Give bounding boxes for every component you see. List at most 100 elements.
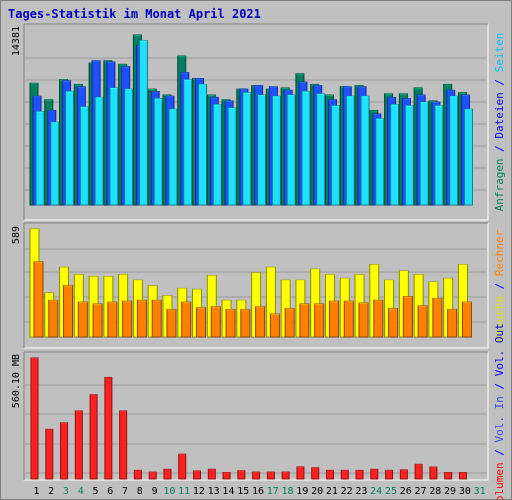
bar-volumen-day-23: [355, 469, 364, 480]
bar-volumen-day-28: [429, 466, 438, 480]
x-tick-label: 19: [296, 486, 308, 497]
bar-body: [228, 108, 237, 205]
bar-body: [134, 470, 142, 479]
bar-rechner-day-9: [151, 299, 162, 338]
bar-volumen-day-21: [325, 469, 334, 480]
bar-body: [429, 467, 437, 479]
bar-body: [388, 308, 398, 337]
bar-volumen-day-1: [30, 357, 39, 480]
bar-rechner-day-5: [92, 303, 103, 338]
bar-volumen-day-12: [193, 470, 202, 480]
bar-seiten-day-3: [65, 91, 75, 206]
bar-rechner-day-3: [63, 285, 74, 338]
bar-body: [181, 302, 191, 337]
legend-part-4: Seiten: [493, 33, 506, 73]
bar-body: [400, 469, 408, 479]
bar-seiten-day-29: [449, 95, 459, 206]
bar-seiten-day-26: [404, 105, 414, 206]
bar-body: [341, 470, 349, 479]
bar-body: [459, 472, 467, 479]
bar-body: [223, 472, 231, 479]
legend-part-4: Vol. Out: [493, 323, 506, 376]
bar-seiten-day-13: [212, 104, 222, 206]
bar-rechner-day-19: [299, 303, 310, 338]
bar-seiten-day-14: [227, 107, 237, 206]
x-tick-label: 14: [222, 486, 234, 497]
bar-rechner-day-23: [358, 302, 369, 338]
bar-body: [90, 394, 98, 479]
bar-body: [390, 104, 399, 205]
bar-body: [443, 278, 453, 337]
bar-body: [314, 303, 324, 337]
bar-volumen-day-9: [148, 471, 157, 480]
bar-rechner-day-10: [166, 308, 177, 338]
bar-body: [316, 93, 325, 205]
bar-body: [287, 95, 296, 205]
x-tick-label: 13: [208, 486, 220, 497]
bar-seiten-day-23: [360, 95, 370, 206]
bar-body: [331, 105, 340, 205]
bar-seiten-day-15: [242, 92, 252, 206]
bar-body: [272, 96, 281, 205]
bar-seiten-day-12: [198, 83, 208, 206]
bar-body: [257, 95, 266, 205]
x-tick-label: 16: [252, 486, 264, 497]
bar-rechner-day-11: [181, 301, 192, 338]
bar-rechner-day-30: [461, 301, 472, 338]
bar-body: [80, 106, 89, 205]
bar-rechner-day-29: [447, 308, 458, 338]
bar-body: [299, 303, 309, 337]
right-legend-panel-0: Anfragen / Dateien / Seiten: [493, 33, 506, 212]
bar-body: [458, 264, 468, 337]
bar-body: [168, 109, 177, 205]
bar-body: [301, 91, 310, 205]
bar-volumen-day-8: [133, 469, 142, 480]
bar-volumen-day-3: [60, 422, 69, 480]
bar-seiten-day-7: [124, 88, 134, 206]
bar-rechner-day-4: [77, 301, 88, 338]
legend-part-2: Dateien: [493, 92, 506, 138]
bar-seiten-day-8: [138, 40, 148, 206]
x-tick-label: 30: [459, 486, 471, 497]
legend-part-1: /: [493, 442, 506, 462]
x-tick-label: 5: [92, 486, 98, 497]
y-max-label-volume: 560.10 MB: [11, 354, 22, 408]
bar-body: [109, 87, 118, 205]
bar-rechner-day-15: [240, 308, 251, 338]
bar-volumen-day-20: [311, 467, 320, 480]
bar-volumen-day-25: [385, 469, 394, 480]
bar-body: [48, 300, 58, 337]
x-tick-label: 4: [78, 486, 84, 497]
bar-body: [251, 272, 261, 337]
bar-body: [34, 261, 43, 337]
bar-seiten-day-9: [153, 98, 163, 206]
bar-body: [375, 118, 384, 205]
x-tick-label: 6: [107, 486, 113, 497]
bar-body: [95, 97, 104, 205]
bar-body: [208, 469, 216, 479]
bar-body: [344, 301, 354, 337]
bar-rechner-day-1: [33, 261, 44, 338]
bar-seiten-day-10: [168, 108, 178, 206]
bar-volumen-day-27: [414, 463, 423, 480]
bar-body: [152, 300, 162, 337]
bar-body: [178, 454, 186, 479]
bar-body: [403, 296, 413, 337]
bar-body: [420, 102, 429, 205]
bar-seiten-day-20: [316, 93, 326, 206]
x-tick-label: 8: [137, 486, 143, 497]
bar-body: [237, 470, 245, 479]
right-legend-panel-1: Besuche / Rechner: [493, 229, 506, 342]
y-max-label-requests: 14381: [11, 26, 22, 56]
x-tick-label: 9: [152, 486, 158, 497]
bar-body: [36, 111, 44, 205]
bar-body: [163, 469, 171, 479]
bar-body: [462, 302, 472, 337]
bar-body: [255, 306, 265, 337]
x-tick-label: 11: [178, 486, 190, 497]
bar-rechner-day-12: [196, 307, 207, 338]
chart-title: Tages-Statistik im Monat April 2021: [8, 7, 261, 21]
bar-body: [213, 104, 222, 205]
bar-rechner-day-18: [284, 308, 295, 338]
y-max-label-visits: 589: [11, 226, 22, 244]
